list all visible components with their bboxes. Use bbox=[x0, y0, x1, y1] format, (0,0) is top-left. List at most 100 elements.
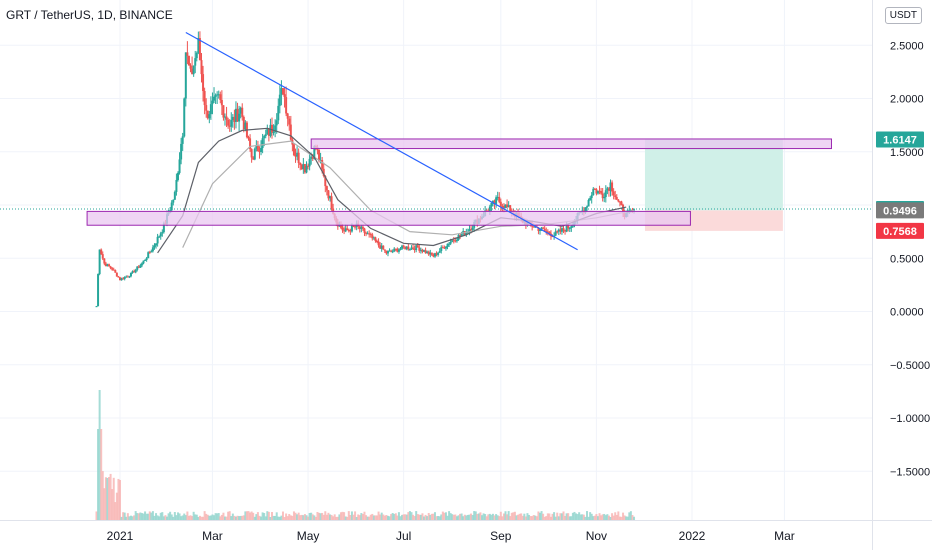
candle-body bbox=[341, 227, 344, 231]
volume-bar bbox=[260, 516, 263, 520]
candle-body bbox=[274, 125, 277, 133]
candle-body bbox=[470, 229, 473, 231]
candle-body bbox=[220, 99, 223, 106]
volume-bar bbox=[415, 511, 418, 520]
volume-bar bbox=[479, 512, 482, 520]
candle-body bbox=[421, 249, 424, 252]
candle-body bbox=[388, 250, 391, 252]
candle-body bbox=[278, 94, 281, 106]
volume-bar bbox=[559, 513, 562, 520]
candle-body bbox=[545, 230, 548, 232]
candle-body bbox=[499, 201, 502, 206]
volume-bar bbox=[565, 513, 568, 520]
volume-bar bbox=[227, 511, 230, 520]
candle-body bbox=[181, 136, 184, 144]
volume-bar bbox=[247, 511, 250, 520]
volume-bar bbox=[515, 515, 518, 520]
candle-body bbox=[596, 190, 599, 194]
candle-body bbox=[307, 165, 310, 167]
candle-body bbox=[543, 228, 546, 231]
volume-bar bbox=[369, 514, 372, 520]
volume-bar bbox=[509, 516, 512, 520]
volume-bar bbox=[437, 516, 440, 520]
candle-body bbox=[593, 188, 596, 190]
volume-bar bbox=[614, 512, 617, 520]
candle-body bbox=[590, 195, 593, 199]
volume-bar bbox=[313, 515, 316, 520]
volume-bar bbox=[540, 511, 543, 520]
volume-bar bbox=[131, 516, 134, 520]
volume-bar bbox=[202, 516, 205, 520]
volume-bar bbox=[468, 514, 471, 520]
volume-bar bbox=[213, 515, 216, 520]
candle-body bbox=[142, 260, 145, 264]
volume-bar bbox=[595, 514, 598, 520]
candle-body bbox=[104, 263, 107, 267]
volume-bar bbox=[178, 513, 181, 520]
candle-body bbox=[454, 240, 457, 242]
volume-bar bbox=[191, 516, 194, 520]
candle-body bbox=[615, 197, 618, 200]
candle-body bbox=[433, 253, 436, 257]
volume-bar bbox=[234, 516, 237, 520]
volume-bar bbox=[125, 516, 128, 520]
volume-bar bbox=[418, 514, 421, 520]
volume-bar bbox=[502, 513, 505, 520]
candle-body bbox=[192, 65, 195, 75]
candle-body bbox=[269, 124, 272, 136]
volume-bar bbox=[567, 513, 570, 520]
volume-bar bbox=[462, 516, 465, 520]
volume-bar bbox=[144, 511, 147, 520]
candle-body bbox=[133, 271, 136, 273]
volume-bar bbox=[297, 512, 300, 520]
volume-bar bbox=[263, 513, 266, 520]
candle-body bbox=[589, 198, 592, 201]
candle-body bbox=[101, 254, 104, 259]
volume-bar bbox=[355, 516, 358, 520]
volume-bar bbox=[95, 511, 98, 520]
candle-body bbox=[365, 232, 368, 234]
candle-body bbox=[297, 152, 300, 164]
candle-body bbox=[587, 200, 590, 207]
volume-bar bbox=[159, 512, 162, 520]
candle-body bbox=[595, 189, 598, 194]
candle-body bbox=[506, 204, 509, 207]
volume-bar bbox=[570, 516, 573, 520]
candle-body bbox=[618, 201, 621, 203]
candle-body bbox=[437, 252, 440, 255]
candle-body bbox=[567, 225, 570, 229]
volume-bar bbox=[277, 516, 280, 520]
volume-bar bbox=[267, 511, 270, 520]
volume-bar bbox=[140, 513, 143, 520]
volume-bar bbox=[498, 516, 501, 520]
volume-bar bbox=[173, 512, 176, 520]
volume-bar bbox=[341, 511, 344, 520]
volume-bar bbox=[397, 512, 400, 520]
candle-body bbox=[325, 186, 328, 191]
candle-body bbox=[468, 229, 471, 232]
volume-bar bbox=[622, 512, 625, 520]
volume-bar bbox=[401, 514, 404, 520]
candle-body bbox=[183, 98, 186, 137]
volume-bar bbox=[481, 515, 484, 520]
candle-body bbox=[140, 263, 143, 266]
candle-body bbox=[178, 159, 181, 173]
volume-bar bbox=[568, 516, 571, 520]
candle-body bbox=[612, 191, 615, 196]
candle-body bbox=[493, 200, 496, 204]
currency-button[interactable]: USDT bbox=[884, 7, 922, 24]
volume-bar bbox=[117, 478, 120, 520]
volume-bar bbox=[382, 514, 385, 520]
trendline bbox=[185, 31, 578, 251]
candle-body bbox=[106, 264, 109, 267]
volume-bar bbox=[385, 515, 388, 520]
candle-body bbox=[258, 151, 261, 153]
volume-bar bbox=[575, 513, 578, 520]
volume-bar bbox=[206, 514, 209, 520]
volume-bar bbox=[535, 516, 538, 520]
volume-bar bbox=[443, 512, 446, 520]
volume-bar bbox=[228, 511, 231, 520]
volume-bar bbox=[156, 515, 159, 520]
y-tick-label: 1.5000 bbox=[890, 147, 924, 159]
